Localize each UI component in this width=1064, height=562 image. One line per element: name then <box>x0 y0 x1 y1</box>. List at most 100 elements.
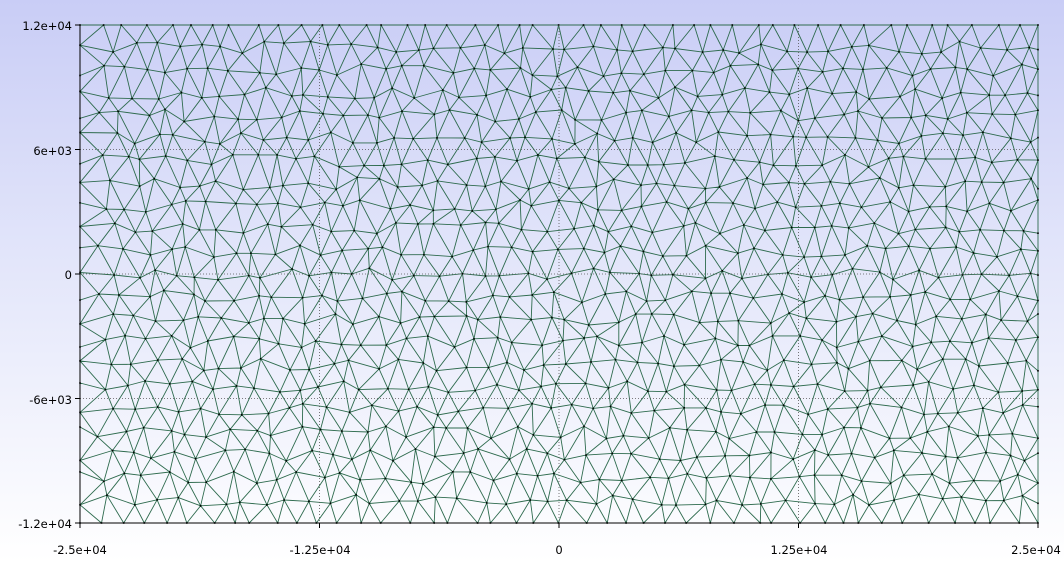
grid-lines <box>80 25 1038 523</box>
mesh-node <box>888 158 890 160</box>
mesh-node <box>363 165 365 167</box>
mesh-node <box>806 51 808 53</box>
mesh-node <box>109 180 111 182</box>
mesh-node <box>1020 248 1022 250</box>
mesh-node <box>406 338 408 340</box>
mesh-node <box>807 414 809 416</box>
mesh-node <box>982 407 984 409</box>
mesh-node <box>935 316 937 318</box>
mesh-node <box>509 137 511 139</box>
mesh-node <box>304 323 306 325</box>
mesh-node <box>152 230 154 232</box>
y-tick-label: 1.2e+04 <box>22 19 72 33</box>
mesh-node <box>669 427 671 429</box>
mesh-node <box>456 497 458 499</box>
mesh-node <box>855 137 857 139</box>
mesh-node <box>112 51 114 53</box>
mesh-node <box>691 291 693 293</box>
mesh-node <box>960 92 962 94</box>
mesh-node <box>938 277 940 279</box>
mesh-node <box>836 321 838 323</box>
mesh-node <box>351 459 353 461</box>
mesh-node <box>949 340 951 342</box>
mesh-node <box>862 69 864 71</box>
mesh-node <box>291 268 293 270</box>
mesh-node <box>135 231 137 233</box>
mesh-node <box>1002 412 1004 414</box>
mesh-node <box>852 494 854 496</box>
mesh-node <box>969 299 971 301</box>
mesh-node <box>577 66 579 68</box>
mesh-node <box>401 65 403 67</box>
mesh-node <box>1021 390 1023 392</box>
mesh-node <box>657 363 659 365</box>
mesh-node <box>552 48 554 50</box>
mesh-node <box>376 233 378 235</box>
mesh-node <box>378 316 380 318</box>
mesh-node <box>500 181 502 183</box>
mesh-node <box>195 458 197 460</box>
mesh-node <box>843 427 845 429</box>
mesh-node <box>720 411 722 413</box>
mesh-node <box>144 380 146 382</box>
mesh-node <box>754 383 756 385</box>
mesh-node <box>330 132 332 134</box>
mesh-node <box>236 385 238 387</box>
mesh-node <box>785 500 787 502</box>
mesh-node <box>756 431 758 433</box>
mesh-node <box>471 210 473 212</box>
mesh-node <box>851 46 853 48</box>
mesh-node <box>401 110 403 112</box>
mesh-node <box>646 300 648 302</box>
mesh-node <box>949 482 951 484</box>
mesh-node <box>738 320 740 322</box>
mesh-node <box>841 474 843 476</box>
mesh-node <box>482 407 484 409</box>
mesh-node <box>117 132 119 134</box>
mesh-node <box>717 321 719 323</box>
mesh-node <box>155 320 157 322</box>
mesh-node <box>952 388 954 390</box>
mesh-node <box>716 389 718 391</box>
mesh-node <box>97 436 99 438</box>
mesh-node <box>434 316 436 318</box>
mesh-node <box>131 98 133 100</box>
mesh-node <box>385 68 387 70</box>
mesh-node <box>211 164 213 166</box>
mesh-node <box>666 391 668 393</box>
mesh-node <box>890 483 892 485</box>
mesh-node <box>265 87 267 89</box>
mesh-node <box>684 162 686 164</box>
mesh-node <box>596 336 598 338</box>
mesh-node <box>737 345 739 347</box>
mesh-node <box>1010 210 1012 212</box>
mesh-node <box>862 296 864 298</box>
mesh-node <box>858 341 860 343</box>
mesh-node <box>992 75 994 77</box>
x-tick-label: 2.5e+04 <box>1011 543 1061 557</box>
mesh-node <box>674 48 676 50</box>
mesh-node <box>531 403 533 405</box>
mesh-node <box>423 254 425 256</box>
mesh-node <box>147 69 149 71</box>
mesh-node <box>507 408 509 410</box>
mesh-node <box>386 344 388 346</box>
mesh-node <box>259 277 261 279</box>
mesh-node <box>811 364 813 366</box>
mesh-node <box>749 455 751 457</box>
mesh-node <box>753 248 755 250</box>
mesh-node <box>793 386 795 388</box>
mesh-node <box>910 294 912 296</box>
mesh-node <box>844 154 846 156</box>
mesh-node <box>112 450 114 452</box>
mesh-node <box>201 97 203 99</box>
mesh-node <box>214 116 216 118</box>
mesh-node <box>330 231 332 233</box>
mesh-node <box>794 24 796 26</box>
mesh-node <box>275 254 277 256</box>
mesh-node <box>957 412 959 414</box>
mesh-node <box>530 96 532 98</box>
mesh-node <box>106 208 108 210</box>
mesh-node <box>242 52 244 54</box>
